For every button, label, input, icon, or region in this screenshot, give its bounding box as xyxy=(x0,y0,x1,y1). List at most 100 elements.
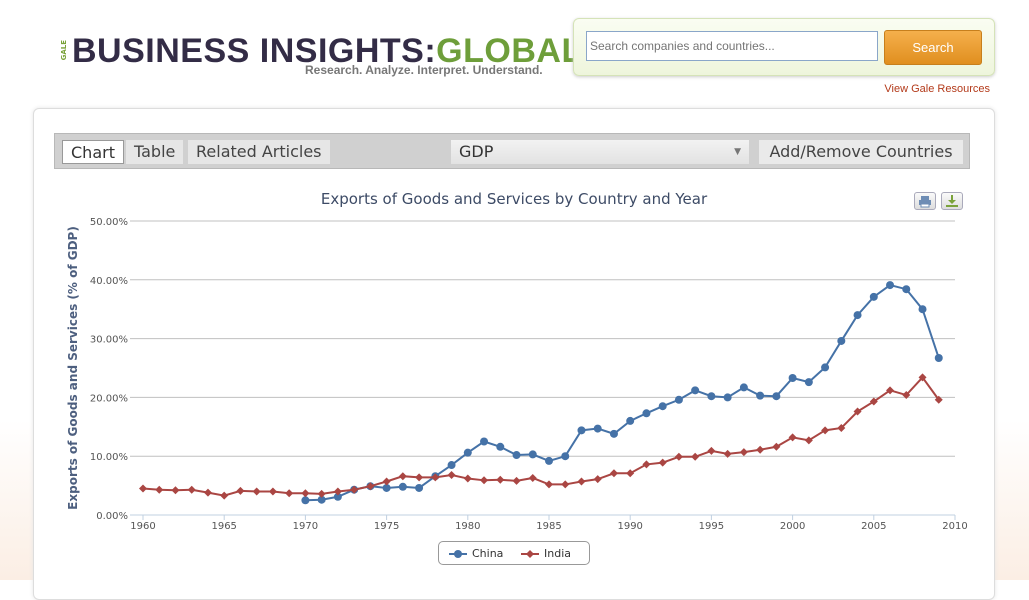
add-remove-countries-button[interactable]: Add/Remove Countries xyxy=(759,140,963,164)
data-point[interactable] xyxy=(561,480,570,489)
data-point[interactable] xyxy=(739,448,748,457)
data-point[interactable] xyxy=(869,397,878,406)
data-point[interactable] xyxy=(155,485,164,494)
data-point[interactable] xyxy=(918,305,927,314)
search-button[interactable]: Search xyxy=(884,30,982,65)
data-point[interactable] xyxy=(561,452,570,461)
data-point[interactable] xyxy=(382,483,391,492)
data-point[interactable] xyxy=(756,391,765,400)
data-point[interactable] xyxy=(447,471,456,480)
data-point[interactable] xyxy=(382,477,391,486)
data-point[interactable] xyxy=(691,386,700,395)
data-point[interactable] xyxy=(853,311,862,320)
data-point[interactable] xyxy=(902,391,911,400)
data-point[interactable] xyxy=(934,354,943,363)
data-point[interactable] xyxy=(739,383,748,392)
data-point[interactable] xyxy=(398,472,407,481)
data-point[interactable] xyxy=(220,491,229,500)
data-point[interactable] xyxy=(707,392,716,401)
data-point[interactable] xyxy=(642,460,651,469)
legend-item-china[interactable]: China xyxy=(449,547,503,560)
data-point[interactable] xyxy=(886,386,895,395)
data-point[interactable] xyxy=(788,373,797,382)
data-point[interactable] xyxy=(252,487,261,496)
data-point[interactable] xyxy=(545,480,553,489)
data-point[interactable] xyxy=(642,409,651,418)
data-point[interactable] xyxy=(674,452,683,461)
data-point[interactable] xyxy=(496,442,505,451)
data-point[interactable] xyxy=(691,452,700,461)
data-point[interactable] xyxy=(431,473,440,482)
data-point[interactable] xyxy=(804,436,813,445)
data-point[interactable] xyxy=(837,336,846,345)
data-point[interactable] xyxy=(674,395,683,404)
data-point[interactable] xyxy=(187,485,196,494)
measure-select[interactable]: GDP ▼ xyxy=(451,140,749,164)
data-point[interactable] xyxy=(609,429,618,438)
data-point[interactable] xyxy=(480,476,489,485)
data-point[interactable] xyxy=(285,489,294,498)
data-point[interactable] xyxy=(886,281,895,290)
data-point[interactable] xyxy=(658,402,667,411)
tab-related-articles[interactable]: Related Articles xyxy=(188,140,330,164)
data-point[interactable] xyxy=(480,437,489,446)
data-point[interactable] xyxy=(366,482,375,491)
data-point[interactable] xyxy=(902,285,911,294)
data-point[interactable] xyxy=(723,393,732,402)
data-point[interactable] xyxy=(609,469,618,478)
data-point[interactable] xyxy=(626,416,635,425)
data-point[interactable] xyxy=(317,489,326,498)
data-point[interactable] xyxy=(301,496,310,505)
data-point[interactable] xyxy=(869,292,878,301)
data-point[interactable] xyxy=(463,474,472,483)
view-gale-resources-link[interactable]: View Gale Resources xyxy=(884,83,990,95)
data-point[interactable] xyxy=(301,489,310,498)
data-point[interactable] xyxy=(528,473,537,482)
data-point[interactable] xyxy=(236,486,245,495)
data-point[interactable] xyxy=(203,488,212,497)
data-point[interactable] xyxy=(447,461,456,470)
data-point[interactable] xyxy=(139,484,147,493)
search-input[interactable] xyxy=(586,31,878,61)
data-point[interactable] xyxy=(821,426,830,435)
data-point[interactable] xyxy=(593,424,602,433)
data-point[interactable] xyxy=(545,456,553,465)
data-point[interactable] xyxy=(707,446,716,455)
data-point[interactable] xyxy=(788,433,797,442)
data-point[interactable] xyxy=(593,475,602,484)
data-point[interactable] xyxy=(463,448,472,457)
data-point[interactable] xyxy=(821,363,830,372)
download-button[interactable] xyxy=(941,192,963,210)
data-point[interactable] xyxy=(415,483,424,492)
data-point[interactable] xyxy=(804,378,813,387)
data-point[interactable] xyxy=(333,487,342,496)
data-point[interactable] xyxy=(772,392,781,401)
data-point[interactable] xyxy=(317,495,326,504)
tab-chart[interactable]: Chart xyxy=(62,140,124,164)
data-point[interactable] xyxy=(756,445,765,454)
data-point[interactable] xyxy=(512,451,521,460)
data-point[interactable] xyxy=(528,450,537,459)
data-point[interactable] xyxy=(577,426,586,435)
data-point[interactable] xyxy=(496,475,505,484)
data-point[interactable] xyxy=(723,449,732,458)
data-point[interactable] xyxy=(512,476,521,485)
data-point[interactable] xyxy=(853,407,862,416)
data-point[interactable] xyxy=(415,473,424,482)
x-tick-label: 1975 xyxy=(374,521,399,532)
data-point[interactable] xyxy=(398,482,407,491)
data-point[interactable] xyxy=(772,442,781,451)
legend-item-india[interactable]: India xyxy=(521,547,571,560)
data-point[interactable] xyxy=(577,477,586,486)
data-point[interactable] xyxy=(171,486,180,495)
tab-table[interactable]: Table xyxy=(126,140,184,164)
data-point[interactable] xyxy=(333,492,342,501)
print-button[interactable] xyxy=(914,192,936,210)
data-point[interactable] xyxy=(268,487,277,496)
data-point[interactable] xyxy=(918,373,927,382)
data-point[interactable] xyxy=(350,485,359,494)
data-point[interactable] xyxy=(837,423,846,432)
data-point[interactable] xyxy=(658,458,667,467)
data-point[interactable] xyxy=(626,469,635,478)
data-point[interactable] xyxy=(934,395,943,404)
